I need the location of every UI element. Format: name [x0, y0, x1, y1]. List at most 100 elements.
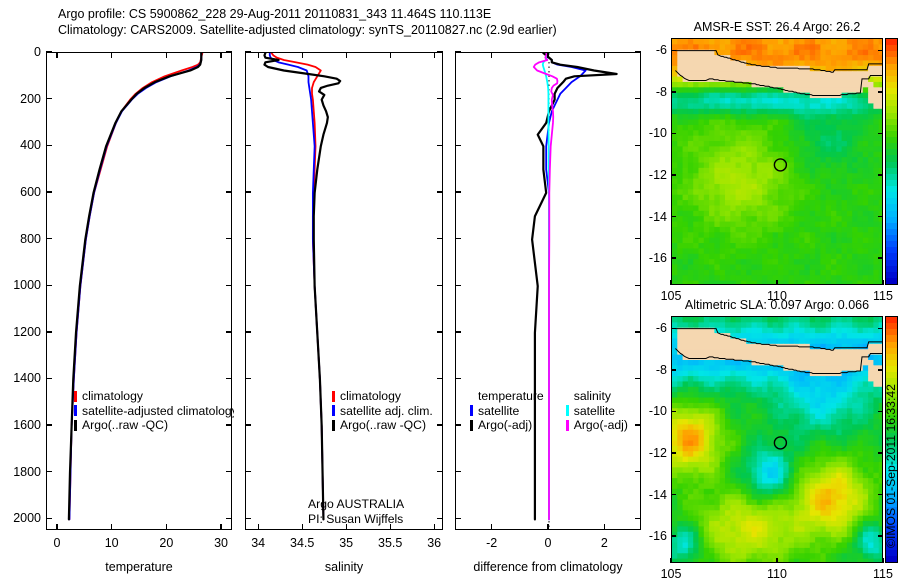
salinity-tick: [389, 524, 391, 530]
colorbar-segment: [886, 396, 897, 403]
sla-map-lat-tick: [671, 327, 676, 330]
colorbar-segment: [886, 173, 897, 181]
difference-profile-panel[interactable]: [455, 52, 641, 530]
temperature-tick: [165, 52, 168, 58]
depth-tick: [46, 98, 52, 100]
page-title: Argo profile: CS 5900862_228 29-Aug-2011…: [58, 6, 698, 38]
colorbar-segment: [886, 451, 897, 459]
depth-tick: [226, 471, 232, 473]
sst-map-lat-tick: [671, 257, 676, 259]
colorbar-segment: [886, 216, 897, 223]
salinity-tick: [345, 524, 347, 530]
salinity-profile-panel[interactable]: [245, 52, 443, 530]
sst-colorbar: [885, 38, 898, 285]
temperature-tick: [111, 524, 113, 530]
depth-tick: [635, 471, 641, 473]
sla-map-lon-tick: [882, 558, 884, 563]
difference-legend-heading: salinity: [573, 389, 611, 403]
depth-tick: [226, 377, 232, 380]
depth-axis-label: 1200: [13, 324, 41, 339]
depth-tick: [455, 517, 461, 520]
sla-map-lon-label: 110: [767, 567, 787, 581]
colorbar-segment: [886, 329, 897, 336]
sst-map[interactable]: [671, 38, 883, 285]
salinity-tick: [301, 52, 303, 58]
sla-map-lon-tick: [776, 558, 778, 563]
temperature-legend-item: satellite-adjusted climatology: [74, 404, 234, 419]
depth-axis-label: 600: [20, 184, 41, 199]
sst-map-lat-tick: [878, 215, 883, 218]
sla-map-lat-tick: [878, 535, 883, 537]
colorbar-segment: [886, 88, 897, 95]
depth-tick: [437, 424, 443, 426]
depth-tick: [437, 377, 443, 380]
difference-tick: [547, 52, 549, 58]
salinity-legend-item: climatology: [332, 389, 433, 404]
sla-map-lat-tick: [671, 452, 676, 454]
depth-tick: [245, 284, 251, 286]
depth-tick: [437, 191, 443, 193]
depth-tick: [437, 517, 443, 520]
difference-legend-column: temperature satellite Argo(-adj): [470, 389, 544, 433]
difference-legend-label: Argo(-adj): [478, 418, 533, 433]
depth-tick: [46, 377, 52, 380]
sla-map-lat-label: -14: [648, 487, 667, 502]
colorbar-segment: [886, 482, 897, 489]
colorbar-segment: [886, 192, 897, 199]
sla-map-field: [672, 317, 882, 562]
difference-tick: [603, 524, 606, 530]
salinity-legend: climatology satellite adj. clim. Argo(..ra…: [332, 389, 433, 433]
sst-map-lat-tick: [671, 174, 676, 176]
difference-legend-column: salinity satellite Argo(-adj): [565, 389, 628, 433]
colorbar-segment: [886, 228, 897, 236]
colorbar-segment: [886, 421, 897, 428]
depth-tick: [437, 98, 443, 100]
header-line-1: Argo profile: CS 5900862_228 29-Aug-2011…: [58, 7, 492, 21]
depth-axis-label: 800: [20, 231, 41, 246]
colorbar-segment: [886, 167, 897, 174]
difference-profile-curves: [530, 53, 618, 529]
sla-map[interactable]: [671, 316, 883, 563]
colorbar-segment: [886, 271, 897, 279]
depth-tick: [245, 51, 251, 53]
depth-tick: [226, 284, 232, 286]
colorbar-segment: [886, 69, 897, 76]
depth-tick: [635, 424, 641, 426]
sst-map-lon-tick: [776, 280, 778, 285]
depth-tick: [245, 191, 251, 193]
legend-swatch-icon: [74, 419, 77, 431]
depth-axis-label: 400: [20, 138, 41, 153]
depth-tick: [455, 191, 461, 193]
depth-tick: [46, 424, 52, 426]
temperature-profile-panel[interactable]: [46, 52, 232, 530]
depth-tick: [437, 237, 443, 240]
difference-legend-label: Argo(-adj): [573, 418, 628, 433]
depth-tick: [245, 471, 251, 473]
depth-tick: [46, 144, 52, 146]
colorbar-segment: [886, 130, 897, 138]
depth-tick: [635, 517, 641, 520]
sla-map-lon-tick: [670, 558, 672, 563]
legend-swatch-icon: [470, 405, 473, 417]
colorbar-segment: [886, 341, 897, 348]
sla-map-lat-tick: [878, 369, 883, 371]
colorbar-segment: [886, 427, 897, 434]
colorbar-segment: [886, 408, 897, 416]
depth-axis-label: 1800: [13, 464, 41, 479]
sla-map-lat-label: -10: [648, 404, 667, 419]
sst-map-field: [672, 39, 882, 284]
depth-tick: [455, 284, 461, 286]
colorbar-segment: [886, 235, 897, 242]
sla-map-lat-tick: [671, 410, 676, 413]
temperature-tick: [56, 52, 58, 58]
difference-legend-label: satellite: [573, 403, 616, 418]
depth-tick: [437, 471, 443, 473]
depth-tick: [226, 144, 232, 146]
colorbar-segment: [886, 57, 897, 64]
depth-tick: [46, 471, 52, 473]
colorbar-segment: [886, 494, 897, 501]
depth-axis-label: 1600: [13, 418, 41, 433]
legend-swatch-icon: [565, 419, 569, 431]
depth-tick: [635, 98, 641, 100]
colorbar-segment: [886, 476, 897, 483]
